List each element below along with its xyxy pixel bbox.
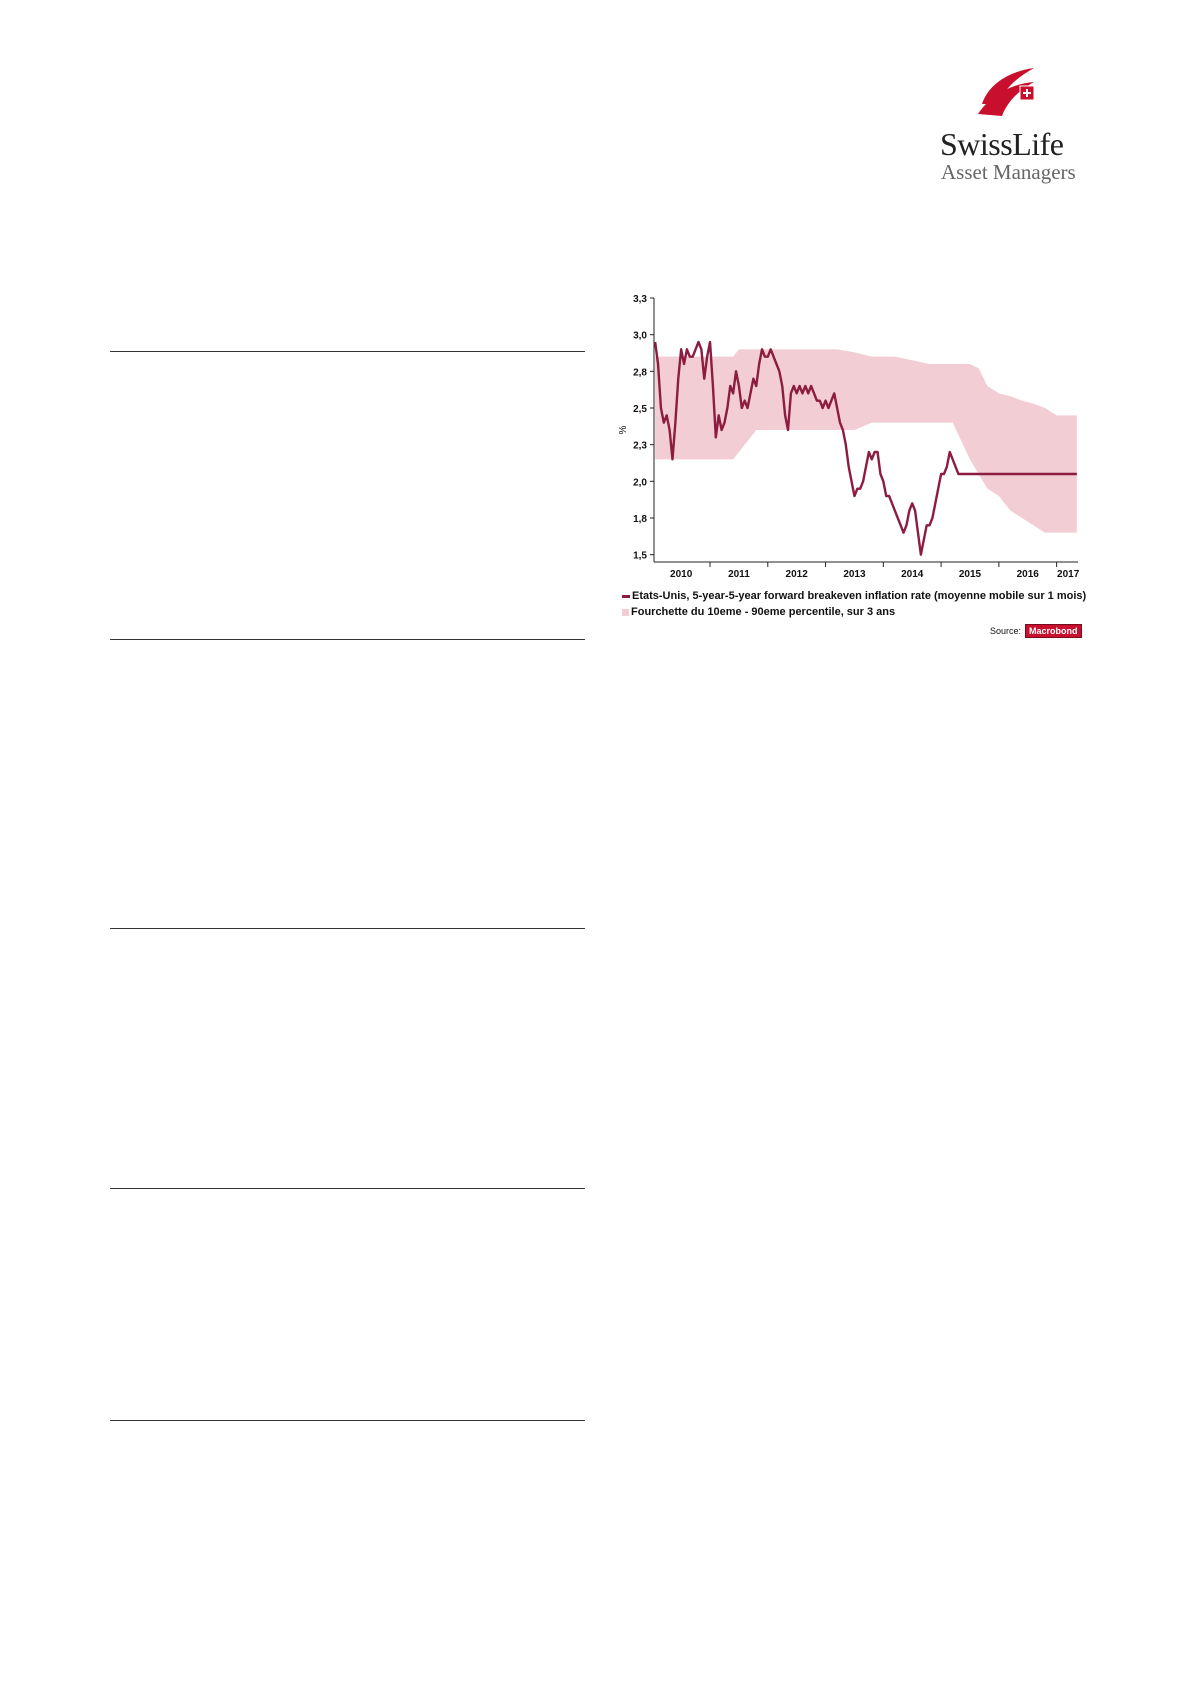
section-divider [110,1188,585,1189]
y-tick-label: 3,3 [633,294,647,305]
y-tick-label: 2,3 [633,441,647,452]
y-tick-label: 1,8 [633,514,647,525]
section-divider [110,928,585,929]
x-tick-label: 2015 [959,569,982,580]
legend-band-swatch [622,608,629,616]
chart-svg: 3,3 3,0 2,8 2,5 2,3 2,0 1,8 1,5% 2010 2011 2012 201… [618,294,1080,580]
inflation-chart: 3,3 3,0 2,8 2,5 2,3 2,0 1,8 1,5% 2010 2011 2012 201… [612,290,1092,640]
x-tick-label: 2014 [901,569,924,580]
legend-line-swatch [622,594,630,598]
y-tick-label: 2,0 [633,477,647,488]
y-tick-label: 2,8 [633,367,647,378]
brand-name: SwissLife [940,126,1064,162]
macrobond-badge: Macrobond [1025,624,1082,638]
source-label: Source: [990,626,1022,636]
percentile-band-area [655,349,1077,533]
swisslife-logo-mark [978,68,1035,116]
swisslife-logo: SwissLife Asset Managers [940,64,1090,184]
brand-subtitle: Asset Managers [941,160,1076,184]
x-tick-label: 2013 [843,569,866,580]
legend-item-breakeven: Etats-Unis, 5-year-5-year forward breake… [622,590,1086,602]
section-divider [110,1420,585,1421]
x-tick-label: 2010 [670,569,693,580]
section-divider [110,639,585,640]
legend-label-percentile-band: Fourchette du 10eme - 90eme percentile, … [631,606,896,618]
section-divider [110,351,585,352]
legend-item-percentile-band: Fourchette du 10eme - 90eme percentile, … [622,606,895,618]
x-tick-label: 2011 [728,569,750,580]
y-tick-label: 2,5 [633,404,647,415]
x-tick-label: 2017 [1057,569,1080,580]
y-tick-label: 1,5 [633,551,647,562]
x-tick-label: 2012 [786,569,809,580]
x-tick-label: 2016 [1017,569,1040,580]
y-tick-label: 3,0 [633,331,647,342]
chart-source: Source: Macrobond [990,624,1082,638]
breakeven-inflation-line [653,340,1077,556]
legend-label-breakeven: Etats-Unis, 5-year-5-year forward breake… [632,590,1087,602]
y-axis-label: % [618,425,629,434]
